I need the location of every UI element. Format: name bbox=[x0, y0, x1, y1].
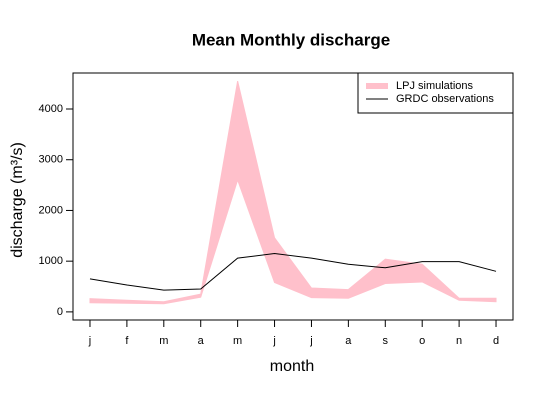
legend-label: GRDC observations bbox=[396, 93, 494, 105]
y-tick-label: 3000 bbox=[39, 154, 63, 166]
x-tick-label: m bbox=[159, 335, 168, 347]
plot-frame bbox=[72, 72, 514, 321]
x-tick-label: a bbox=[198, 335, 205, 347]
x-tick-label: j bbox=[309, 335, 312, 347]
band-area bbox=[89, 81, 497, 305]
y-tick-label: 2000 bbox=[39, 204, 63, 216]
x-tick-label: m bbox=[233, 335, 242, 347]
y-tick-label: 4000 bbox=[39, 103, 63, 115]
x-tick-label: j bbox=[88, 335, 91, 347]
x-tick-label: j bbox=[272, 335, 275, 347]
legend-box bbox=[357, 72, 514, 114]
y-tick-label: 0 bbox=[57, 306, 63, 318]
line bbox=[89, 253, 497, 291]
x-tick-label: n bbox=[456, 335, 462, 347]
y-tick-label: 1000 bbox=[39, 255, 63, 267]
x-axis-title: month bbox=[270, 358, 314, 375]
x-tick-label: f bbox=[125, 335, 129, 347]
y-axis-title: discharge (m³/s) bbox=[9, 142, 26, 258]
x-tick-label: o bbox=[419, 335, 425, 347]
x-tick-label: a bbox=[345, 335, 352, 347]
x-tick-label: d bbox=[493, 335, 499, 347]
x-tick-label: s bbox=[383, 335, 389, 347]
legend-label: LPJ simulations bbox=[396, 80, 474, 92]
chart-title: Mean Monthly discharge bbox=[192, 30, 390, 49]
